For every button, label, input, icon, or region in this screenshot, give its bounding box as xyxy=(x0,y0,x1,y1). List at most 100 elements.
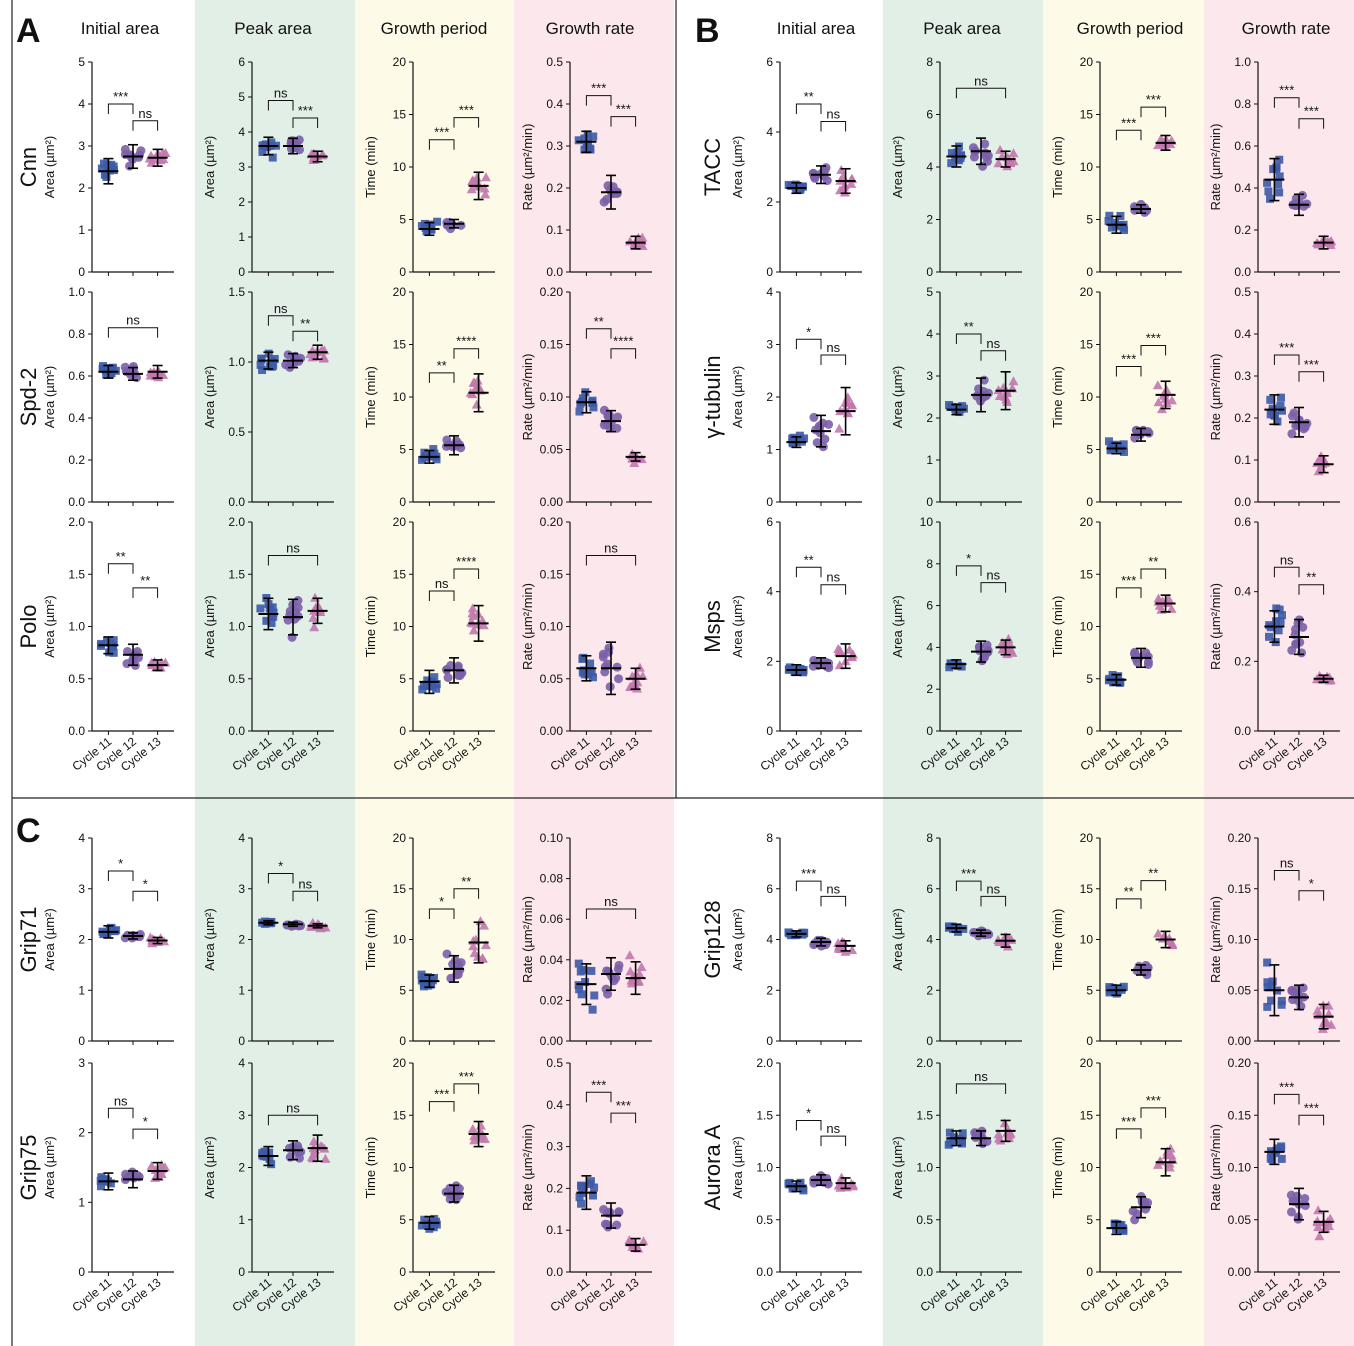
subplot-area: 0 2 4 6 8 Area (µm²) *** ns xyxy=(890,831,1022,1048)
y-tick-label: 8 xyxy=(766,831,773,845)
point-square xyxy=(262,616,271,625)
y-tick-label: 3 xyxy=(926,369,933,383)
point-square xyxy=(1116,678,1125,687)
y-axis-label: Area (µm²) xyxy=(202,595,217,657)
point-circle xyxy=(446,973,456,983)
point-circle xyxy=(980,139,990,149)
y-tick-label: 1.5 xyxy=(228,285,245,299)
significance-label: *** xyxy=(1146,331,1161,346)
point-circle xyxy=(1299,424,1309,434)
point-triangle xyxy=(994,390,1005,400)
y-tick-label: 1 xyxy=(926,453,933,467)
point-square xyxy=(109,166,118,175)
point-square xyxy=(1276,617,1285,626)
point-circle xyxy=(812,438,822,448)
y-axis-label: Time (min) xyxy=(363,1137,378,1199)
y-tick-label: 0.4 xyxy=(546,97,563,111)
significance-label: * xyxy=(1309,876,1314,891)
point-circle xyxy=(970,1128,980,1138)
y-tick-label: 0.05 xyxy=(1228,983,1252,997)
point-circle xyxy=(293,1144,303,1154)
point-square xyxy=(945,1128,954,1137)
point-square xyxy=(1272,164,1281,173)
y-axis-label: Rate (µm²/min) xyxy=(520,583,535,670)
y-axis-label: Area (µm²) xyxy=(890,366,905,428)
point-square xyxy=(1119,440,1128,449)
y-tick-label: 1.0 xyxy=(228,355,245,369)
y-axis-label: Rate (µm²/min) xyxy=(1208,896,1223,983)
significance-bracket xyxy=(1140,345,1167,356)
y-tick-label: 10 xyxy=(393,390,407,404)
significance-bracket xyxy=(1273,869,1300,881)
y-tick-label: 10 xyxy=(393,1161,407,1175)
y-tick-label: 5 xyxy=(1086,213,1093,227)
point-square xyxy=(420,448,429,457)
y-tick-label: 0.1 xyxy=(546,1223,563,1237)
significance-label: ns xyxy=(826,570,840,585)
y-tick-label: 0 xyxy=(399,265,406,279)
significance-label: ** xyxy=(1124,884,1134,899)
point-square xyxy=(1119,1225,1128,1234)
y-tick-label: 0.10 xyxy=(1228,933,1252,947)
y-tick-label: 5 xyxy=(399,213,406,227)
point-square xyxy=(589,403,598,412)
y-tick-label: 4 xyxy=(766,933,773,947)
point-circle xyxy=(1131,425,1141,435)
significance-label: ** xyxy=(964,319,974,334)
significance-bracket xyxy=(1140,106,1167,118)
point-circle xyxy=(612,1220,622,1230)
point-square xyxy=(1104,216,1113,225)
point-square xyxy=(590,1183,599,1192)
significance-bracket xyxy=(1298,584,1325,595)
y-tick-label: 0.02 xyxy=(540,993,564,1007)
significance-label: *** xyxy=(459,103,474,118)
y-axis-label: Area (µm²) xyxy=(730,1136,745,1198)
point-circle xyxy=(809,412,819,422)
point-square xyxy=(423,973,432,982)
y-tick-label: 5 xyxy=(399,443,406,457)
point-triangle xyxy=(1312,1005,1323,1015)
point-square xyxy=(1278,406,1287,415)
subplot-rate: 0.00 0.02 0.04 0.06 0.08 0.10 Rate (µm²/min) ns xyxy=(520,831,652,1048)
y-tick-label: 0.3 xyxy=(546,1140,563,1154)
point-square xyxy=(1266,194,1275,203)
y-axis-label: Area (µm²) xyxy=(42,1136,57,1198)
point-square xyxy=(956,154,965,163)
point-square xyxy=(947,159,956,168)
significance-label: **** xyxy=(613,334,633,349)
point-square xyxy=(953,148,962,157)
point-square xyxy=(419,973,428,982)
y-tick-label: 0 xyxy=(766,265,773,279)
point-square xyxy=(98,364,107,373)
point-square xyxy=(1274,180,1283,189)
point-square xyxy=(1275,188,1284,197)
point-square xyxy=(586,659,595,668)
row-label: Spd-2 xyxy=(16,368,41,427)
y-tick-label: 0.3 xyxy=(1234,369,1251,383)
point-circle xyxy=(290,614,300,624)
point-circle xyxy=(613,964,623,974)
point-triangle xyxy=(156,1168,167,1178)
y-tick-label: 8 xyxy=(926,831,933,845)
point-square xyxy=(946,1138,955,1147)
point-square xyxy=(957,662,966,671)
y-tick-label: 8 xyxy=(926,55,933,69)
point-square xyxy=(577,1199,586,1208)
y-tick-label: 0.00 xyxy=(1228,1265,1252,1279)
significance-bracket xyxy=(610,116,637,127)
point-triangle xyxy=(480,1134,491,1144)
point-circle xyxy=(612,423,622,433)
significance-bracket xyxy=(955,880,982,892)
y-axis-label: Rate (µm²/min) xyxy=(520,1124,535,1211)
significance-bracket xyxy=(267,1114,319,1126)
point-square xyxy=(258,148,267,157)
row-label: Msps xyxy=(700,600,725,653)
y-axis-label: Area (µm²) xyxy=(42,136,57,198)
y-tick-label: 15 xyxy=(393,338,407,352)
point-square xyxy=(1275,155,1284,164)
point-square xyxy=(1274,626,1283,635)
y-tick-label: 4 xyxy=(766,585,773,599)
significance-bracket xyxy=(585,95,612,106)
